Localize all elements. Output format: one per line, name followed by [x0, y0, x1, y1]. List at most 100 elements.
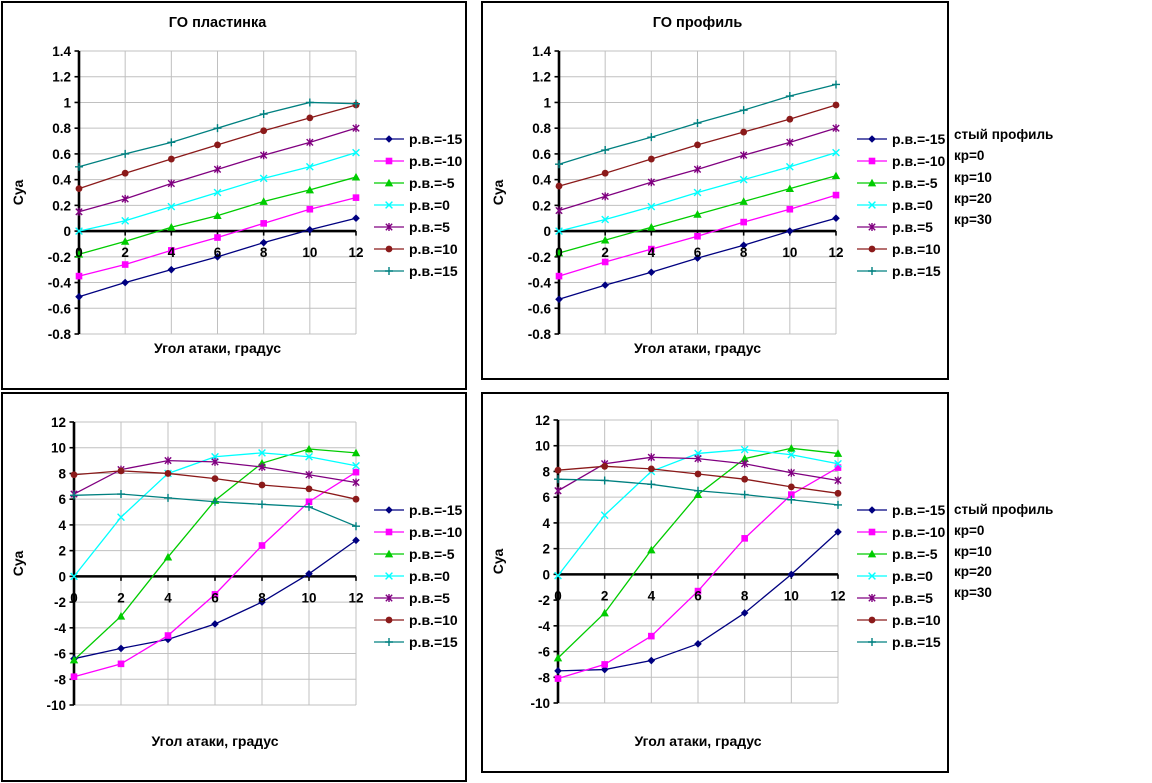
- svg-text:10: 10: [301, 590, 316, 605]
- svg-text:-8: -8: [538, 670, 550, 685]
- svg-text:0.6: 0.6: [532, 147, 551, 162]
- legend-label: р.в.=5: [409, 590, 450, 606]
- legend-item-0: р.в.=-15: [374, 502, 463, 518]
- y-axis-title: Суа: [10, 551, 26, 577]
- legend-item-5: р.в.=10: [374, 241, 458, 257]
- annotation-kr20-label: кр=20: [954, 564, 992, 580]
- legend-label: р.в.=0: [409, 568, 450, 584]
- y-axis: [554, 50, 561, 335]
- legend-label: р.в.=10: [892, 612, 941, 628]
- svg-text:-4: -4: [538, 619, 550, 634]
- svg-text:12: 12: [828, 245, 843, 260]
- svg-text:0: 0: [70, 590, 78, 605]
- legend-item-5: р.в.=10: [374, 612, 458, 628]
- svg-text:-0.4: -0.4: [528, 276, 552, 291]
- chart-go-plastinka: 1.4 1.2 1 0.8 0.6 0.4 0.2 0 -0.2 -0.4 -0.6 -0.8 0 2 4 6…: [10, 15, 463, 356]
- annotation-profile-label: стый профиль: [954, 502, 1054, 517]
- svg-text:0: 0: [58, 569, 66, 584]
- legend-label: р.в.=5: [892, 590, 933, 606]
- svg-text:4: 4: [168, 245, 176, 260]
- svg-text:0: 0: [543, 224, 551, 239]
- legend-item-2: р.в.=-5: [374, 175, 455, 191]
- series-6: [554, 475, 842, 509]
- svg-text:12: 12: [830, 588, 845, 603]
- annotation-kr0-label: кр=0: [954, 148, 985, 164]
- legend: р.в.=-15 р.в.=-10 р.в.=-5 р.в.=0 р.в.=5 р.в.=…: [857, 502, 946, 650]
- tick-labels: 12 10 8 6 4 2 0 -2 -4 -6 -8 -10 0 2 4 6 8 10 12: [530, 413, 845, 711]
- chart-go-profil: 1.4 1.2 1 0.8 0.6 0.4 0.2 0 -0.2 -0.4 -0.6 -0.8 0 2 4 6…: [490, 15, 946, 356]
- series-5: [555, 101, 840, 190]
- svg-text:10: 10: [302, 245, 317, 260]
- legend-label: р.в.=0: [409, 197, 450, 213]
- legend-item-2: р.в.=-5: [857, 546, 938, 562]
- svg-text:1.4: 1.4: [52, 44, 71, 59]
- legend-label: р.в.=15: [892, 263, 941, 279]
- legend-label: р.в.=-5: [409, 546, 455, 562]
- legend-item-1: р.в.=-10: [374, 524, 463, 540]
- tick-labels: 1.4 1.2 1 0.8 0.6 0.4 0.2 0 -0.2 -0.4 -0.6 -0.8 0 2 4 6…: [48, 44, 364, 342]
- legend-item-2: р.в.=-5: [857, 175, 938, 191]
- chart-panel-bottom-left: 12 10 8 6 4 2 0 -2 -4 -6 -8 -10 0 2 4 6 8 10 12 Суа Угол ата…: [1, 392, 467, 782]
- legend-label: р.в.=-15: [409, 502, 463, 518]
- annotation-kr20-label: кр=20: [954, 190, 992, 206]
- svg-text:1: 1: [63, 95, 71, 110]
- svg-text:2: 2: [542, 542, 550, 557]
- svg-text:6: 6: [58, 492, 66, 507]
- y-axis-title: Суа: [490, 549, 506, 575]
- svg-text:0.4: 0.4: [532, 173, 551, 188]
- legend-item-4: р.в.=5: [374, 590, 450, 606]
- svg-text:4: 4: [164, 590, 172, 605]
- legend-label: р.в.=-10: [409, 153, 463, 169]
- svg-text:-0.2: -0.2: [48, 250, 71, 265]
- chart-bottom-right: 12 10 8 6 4 2 0 -2 -4 -6 -8 -10 0 2 4 6 8 10 12 Суа Угол ата…: [490, 413, 946, 749]
- legend-item-5: р.в.=10: [857, 612, 941, 628]
- chart-bottom-left: 12 10 8 6 4 2 0 -2 -4 -6 -8 -10 0 2 4 6 8 10 12 Суа Угол ата…: [10, 415, 463, 749]
- series-6: [75, 98, 360, 171]
- legend-label: р.в.=10: [409, 612, 458, 628]
- svg-text:6: 6: [694, 588, 702, 603]
- svg-text:2: 2: [601, 588, 609, 603]
- legend-label: р.в.=0: [892, 568, 933, 584]
- series-5: [75, 101, 360, 193]
- svg-text:2: 2: [121, 245, 129, 260]
- series-0: [554, 528, 842, 675]
- series-6: [555, 80, 840, 169]
- series-5: [554, 462, 842, 497]
- series-1: [555, 191, 840, 280]
- svg-text:2: 2: [58, 544, 66, 559]
- legend-item-4: р.в.=5: [374, 219, 450, 235]
- legend-item-3: р.в.=0: [374, 568, 450, 584]
- legend-item-6: р.в.=15: [374, 263, 458, 279]
- legend: р.в.=-15 р.в.=-10 р.в.=-5 р.в.=0 р.в.=5 р.в.=…: [374, 502, 463, 650]
- legend-item-5: р.в.=10: [857, 241, 941, 257]
- svg-text:-0.8: -0.8: [48, 327, 72, 342]
- svg-text:1: 1: [543, 95, 551, 110]
- legend: р.в.=-15 р.в.=-10 р.в.=-5 р.в.=0 р.в.=5 р.в.=…: [374, 131, 463, 279]
- svg-text:1.2: 1.2: [532, 70, 551, 85]
- x-axis-title: Угол атаки, градус: [154, 340, 281, 356]
- svg-text:-0.4: -0.4: [48, 276, 72, 291]
- svg-text:1.4: 1.4: [532, 44, 551, 59]
- svg-text:8: 8: [542, 464, 550, 479]
- series-2: [554, 171, 841, 257]
- legend-item-4: р.в.=5: [857, 590, 933, 606]
- legend-label: р.в.=-5: [892, 546, 938, 562]
- svg-text:0: 0: [75, 245, 83, 260]
- tick-labels: 12 10 8 6 4 2 0 -2 -4 -6 -8 -10 0 2 4 6 8 10 12: [46, 415, 363, 713]
- chart-panel-go-profil: 1.4 1.2 1 0.8 0.6 0.4 0.2 0 -0.2 -0.4 -0.6 -0.8 0 2 4 6…: [481, 1, 949, 380]
- svg-text:6: 6: [694, 245, 702, 260]
- svg-text:8: 8: [741, 588, 749, 603]
- svg-text:0.2: 0.2: [52, 198, 71, 213]
- series-3: [75, 148, 360, 235]
- annotation-block-bottom: стый профиль кр=0 кр=10 кр=20 кр=30: [954, 500, 1053, 604]
- legend: р.в.=-15 р.в.=-10 р.в.=-5 р.в.=0 р.в.=5 р.в.=…: [857, 131, 946, 279]
- legend-label: р.в.=-10: [892, 153, 946, 169]
- annotation-kr30-label: кр=30: [954, 585, 992, 601]
- legend-item-6: р.в.=15: [857, 634, 941, 650]
- annotation-block-top: стый профиль кр=0 кр=10 кр=20 кр=30: [954, 124, 1053, 230]
- legend-item-1: р.в.=-10: [857, 524, 946, 540]
- chart-panel-go-plastinka: 1.4 1.2 1 0.8 0.6 0.4 0.2 0 -0.2 -0.4 -0.6 -0.8 0 2 4 6…: [1, 1, 467, 390]
- x-axis-title: Угол атаки, градус: [634, 733, 761, 749]
- series-0: [75, 214, 360, 301]
- gridlines: [74, 421, 357, 706]
